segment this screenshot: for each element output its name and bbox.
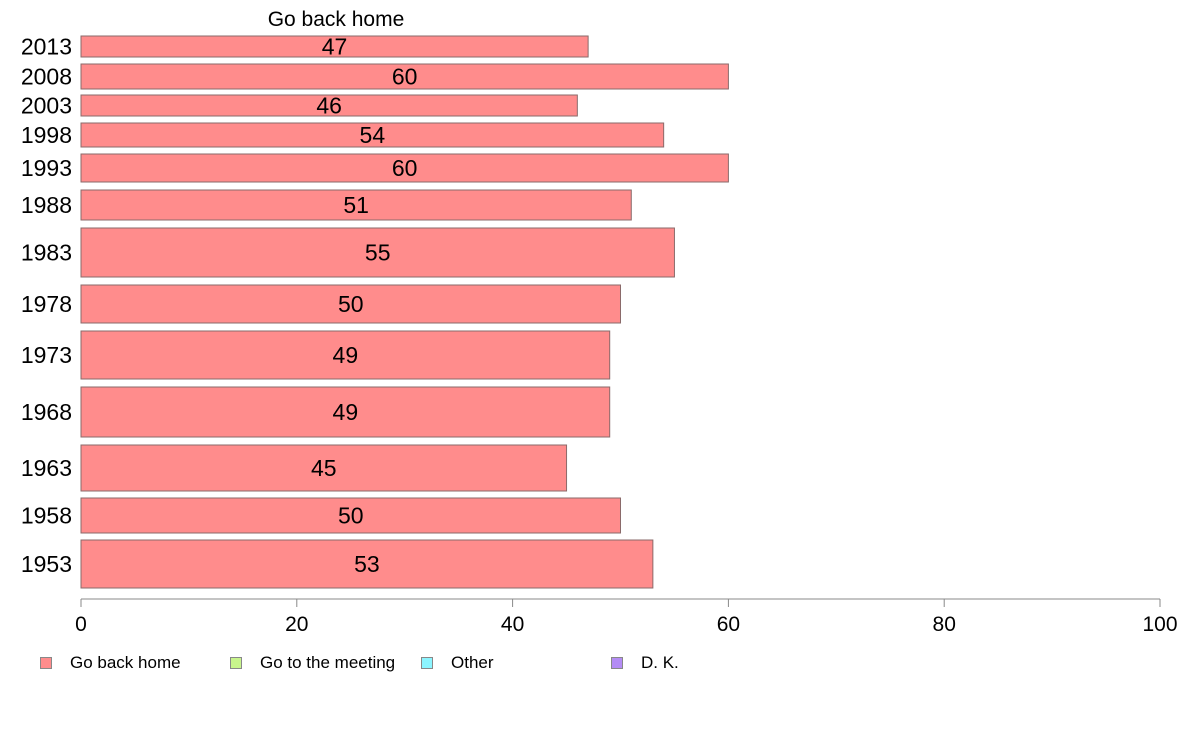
data-label-2013: 47 [322,34,348,60]
legend-item-go-to-the-meeting: Go to the meeting [230,652,395,674]
category-label-2013: 2013 [21,34,72,60]
data-label-1998: 54 [360,122,386,148]
category-label-2003: 2003 [21,93,72,119]
category-label-1968: 1968 [21,399,72,425]
data-label-1958: 50 [338,503,364,529]
legend-label: Go to the meeting [260,653,396,672]
category-label-1978: 1978 [21,291,72,317]
category-label-1983: 1983 [21,240,72,266]
data-label-2003: 46 [316,93,342,119]
category-label-1998: 1998 [21,122,72,148]
category-label-1953: 1953 [21,551,72,577]
category-label-1973: 1973 [21,342,72,368]
legend-swatch-other [421,657,433,669]
bar-2008 [80,63,729,90]
legend-label: Other [451,653,494,672]
bar-1968 [80,386,611,438]
legend-swatch-go-to-the-meeting [230,657,242,669]
x-tick-label: 40 [501,613,524,636]
legend: Go back home Go to the meeting Other D. … [40,652,800,674]
data-label-2008: 60 [392,64,418,90]
bar-1958 [80,497,621,534]
data-label-1988: 51 [343,192,369,218]
bar-1988 [80,189,632,221]
category-label-1958: 1958 [21,503,72,529]
category-label-2008: 2008 [21,64,72,90]
legend-item-dk: D. K. [611,652,679,674]
bar-1978 [80,284,621,324]
data-label-1973: 49 [333,342,359,368]
x-tick-label: 60 [717,613,740,636]
legend-label: Go back home [70,653,181,672]
bar-1963 [80,444,568,492]
bar-1998 [80,122,665,148]
bar-1953 [80,539,654,589]
x-tick-label: 20 [285,613,308,636]
category-label-1963: 1963 [21,455,72,481]
legend-swatch-go-back-home [40,657,52,669]
legend-item-go-back-home: Go back home [40,652,181,674]
x-tick-label: 80 [933,613,956,636]
x-tick-label: 0 [75,613,87,636]
data-label-1968: 49 [333,399,359,425]
bar-1993 [80,153,729,183]
legend-item-other: Other [421,652,494,674]
bar-2003 [80,94,578,117]
data-label-1993: 60 [392,155,418,181]
x-tick-label: 100 [1142,613,1177,636]
bar-2013 [80,35,589,58]
legend-label: D. K. [641,653,679,672]
category-label-1993: 1993 [21,155,72,181]
bar-1983 [80,227,675,278]
category-label-1988: 1988 [21,192,72,218]
data-label-1953: 53 [354,551,380,577]
bar-1973 [80,330,611,380]
chart-title: Go back home [268,8,405,31]
data-label-1983: 55 [365,240,391,266]
legend-swatch-dk [611,657,623,669]
data-label-1978: 50 [338,291,364,317]
data-label-1963: 45 [311,455,337,481]
